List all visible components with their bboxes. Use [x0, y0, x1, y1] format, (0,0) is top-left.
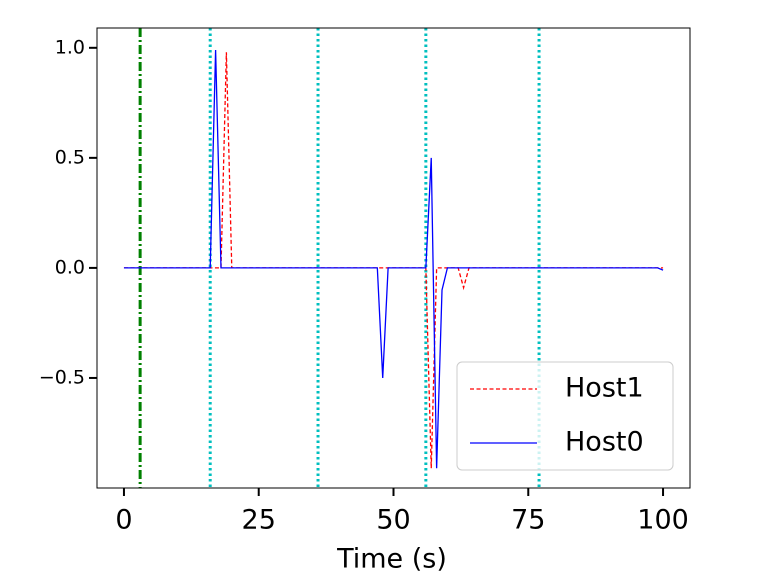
x-tick-label: 100 [637, 505, 689, 536]
y-tick-label: 0.5 [55, 146, 85, 168]
x-tick-label: 75 [511, 505, 545, 536]
legend-label: Host0 [565, 427, 644, 458]
x-tick-label: 25 [242, 505, 276, 536]
y-tick-label: 0.0 [55, 256, 85, 278]
series-line [123, 49, 664, 469]
x-tick-label: 0 [115, 505, 132, 536]
legend-label: Host1 [565, 373, 644, 404]
series-line [123, 52, 664, 469]
y-tick-label: −0.5 [39, 366, 85, 388]
x-tick-label: 50 [376, 505, 410, 536]
x-axis-label: Time (s) [336, 544, 447, 574]
plot-frame [96, 27, 691, 489]
y-tick-label: 1.0 [55, 36, 85, 58]
